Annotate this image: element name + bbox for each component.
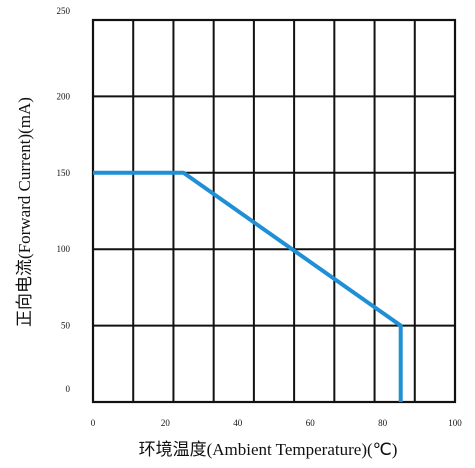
x-tick-label: 60: [306, 418, 316, 428]
grid-lines: [93, 20, 455, 402]
y-tick-label: 200: [57, 91, 71, 101]
x-tick-label: 20: [161, 418, 171, 428]
series-line: [93, 170, 403, 402]
y-tick-label: 150: [57, 168, 71, 178]
y-tick-label: 250: [57, 6, 71, 16]
y-tick-label: 0: [66, 384, 71, 394]
series-layer: [93, 170, 403, 402]
x-tick-label: 40: [233, 418, 243, 428]
y-tick-labels: 0 50 100 150 200 250: [57, 6, 71, 394]
y-tick-label: 50: [61, 321, 71, 331]
x-tick-label: 0: [91, 418, 96, 428]
y-tick-label: 100: [57, 244, 71, 254]
y-axis-label: 正向电流(Forward Current)(mA): [15, 97, 34, 327]
x-tick-labels: 0 20 40 60 80 100: [91, 418, 463, 428]
plot-frame: [91, 18, 457, 404]
x-tick-label: 100: [448, 418, 462, 428]
x-axis-label: 环境温度(Ambient Temperature)(℃): [139, 440, 398, 459]
x-tick-label: 80: [378, 418, 388, 428]
